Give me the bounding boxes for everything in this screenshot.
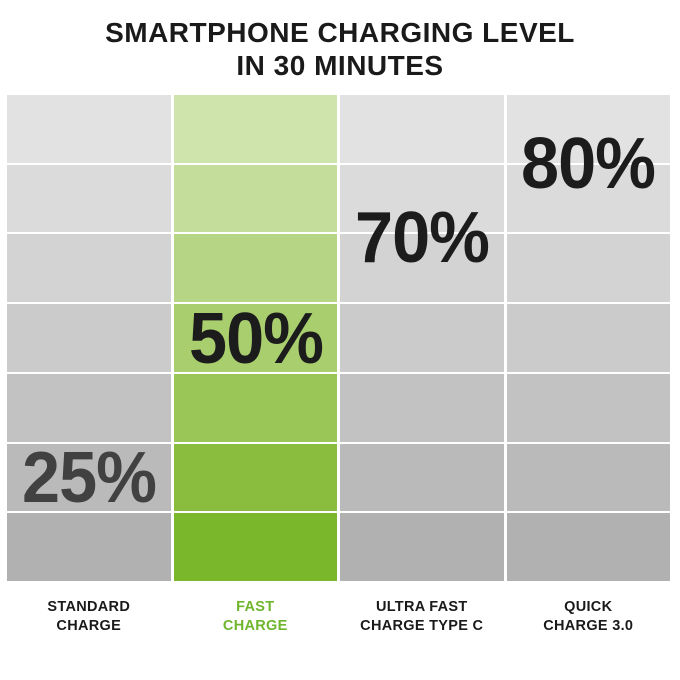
category-label-fast-charge-line2: CHARGE	[222, 618, 288, 634]
grid-cell	[7, 164, 171, 233]
grid-cell	[340, 513, 504, 581]
grid-cell	[506, 513, 670, 581]
grid-cell	[340, 234, 504, 303]
chart-grid	[7, 95, 670, 581]
grid-cell	[173, 304, 337, 372]
grid-cell	[173, 234, 337, 303]
category-label-ultra-fast-charge: ULTRA FAST CHARGE TYPE C	[340, 581, 504, 636]
page-title-line1: SMARTPHONE CHARGING LEVEL	[105, 17, 575, 48]
grid-cell	[506, 443, 670, 512]
category-label-standard-charge-line1: STANDARD	[47, 599, 131, 615]
grid-cell	[7, 304, 171, 372]
category-label-fast-charge: FAST CHARGE	[174, 581, 338, 636]
grid-cell	[340, 164, 504, 233]
grid-cell	[340, 443, 504, 512]
grid-cell	[340, 373, 504, 442]
grid-cell	[506, 95, 670, 163]
category-labels: STANDARD CHARGE FAST CHARGE ULTRA FAST C…	[7, 581, 670, 636]
grid-cell	[173, 443, 337, 512]
grid-cell	[7, 95, 171, 163]
grid-cell	[7, 234, 171, 303]
category-label-standard-charge-line2: CHARGE	[56, 618, 122, 634]
grid-cell	[7, 373, 171, 442]
value-label-quick-charge: 80%	[520, 124, 656, 204]
grid-cell	[340, 95, 504, 163]
grid-cell	[173, 164, 337, 233]
value-label-fast-charge: 50%	[188, 299, 324, 379]
value-label-standard-charge: 25%	[21, 438, 157, 518]
grid-cell	[506, 234, 670, 303]
grid-cell	[506, 164, 670, 233]
grid-cell	[506, 304, 670, 372]
category-label-standard-charge: STANDARD CHARGE	[7, 581, 171, 636]
grid-cell	[173, 95, 337, 163]
category-label-fast-charge-line1: FAST	[236, 599, 275, 615]
category-label-quick-charge-line1: QUICK	[564, 599, 613, 615]
category-label-ultra-fast-charge-line1: ULTRA FAST	[375, 599, 468, 615]
value-label-ultra-fast-charge: 70%	[354, 198, 490, 278]
category-label-ultra-fast-charge-line2: CHARGE TYPE C	[360, 618, 484, 634]
grid-cell	[7, 443, 171, 512]
page-title-line2: IN 30 MINUTES	[236, 50, 444, 81]
grid-cell	[340, 304, 504, 372]
grid-cell	[173, 373, 337, 442]
category-label-quick-charge: QUICK CHARGE 3.0	[507, 581, 671, 636]
grid-cell	[173, 513, 337, 581]
grid-cell	[7, 513, 171, 581]
category-label-quick-charge-line2: CHARGE 3.0	[543, 618, 634, 634]
grid-cell	[506, 373, 670, 442]
page-title: SMARTPHONE CHARGING LEVEL IN 30 MINUTES	[0, 16, 680, 82]
